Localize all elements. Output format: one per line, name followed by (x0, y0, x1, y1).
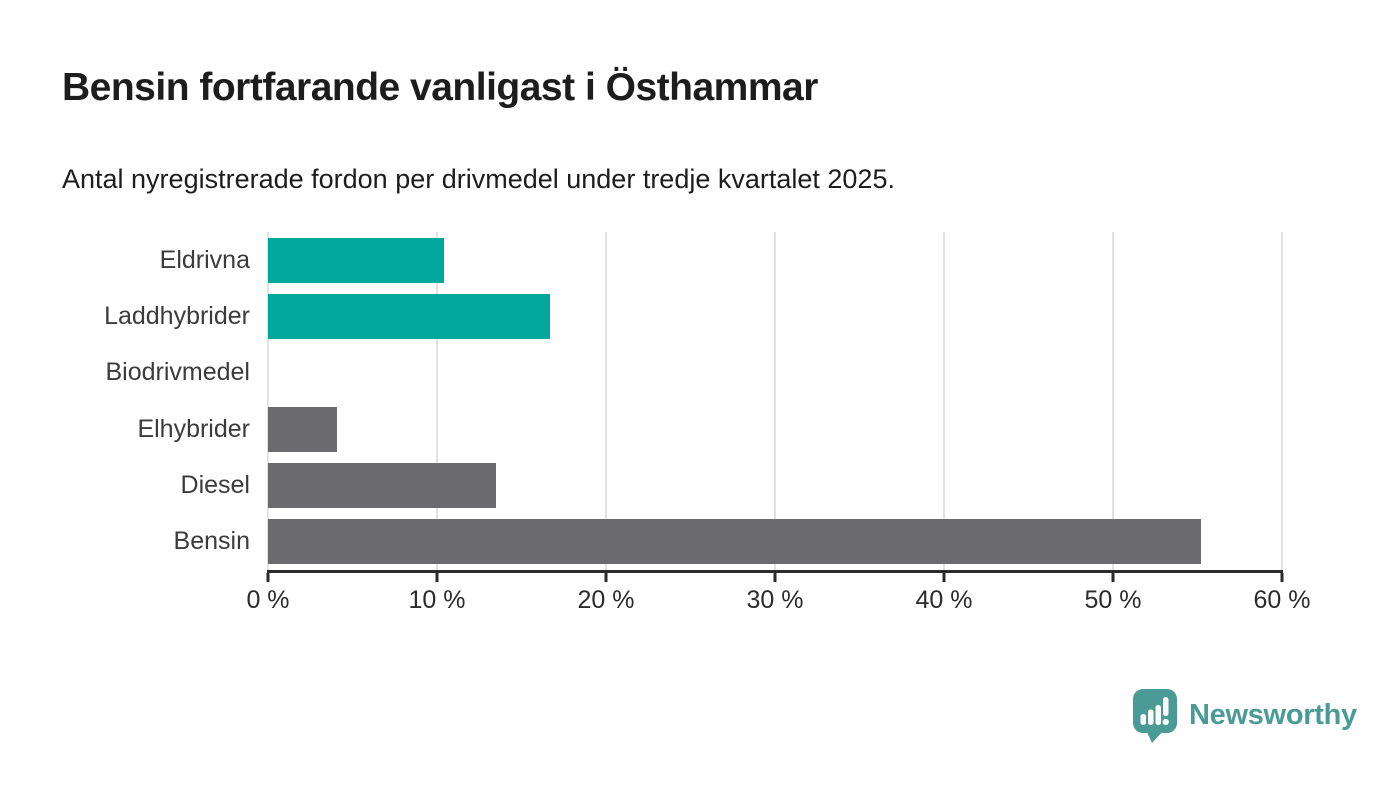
x-axis-tick (1111, 573, 1115, 582)
x-axis-tick (942, 573, 946, 582)
x-gridline (774, 232, 776, 570)
x-gridline (436, 232, 438, 570)
x-axis-tick-label: 60 % (1253, 586, 1311, 614)
x-gridline (943, 232, 945, 570)
bar-diesel (268, 463, 497, 508)
x-axis-tick-label: 0 % (246, 586, 290, 614)
x-axis-tick (604, 573, 608, 582)
chart-title: Bensin fortfarande vanligast i Östhammar (62, 66, 818, 109)
x-gridline (1281, 232, 1283, 570)
bar-elhybrider (268, 406, 338, 452)
y-axis-label-diesel: Diesel (180, 470, 250, 499)
y-axis-label-bensin: Bensin (173, 527, 250, 556)
x-gridline (267, 232, 269, 570)
x-gridline (605, 232, 607, 570)
newsworthy-logo-icon (1133, 689, 1177, 743)
brand-footer: Newsworthy (1132, 688, 1357, 743)
x-axis-tick (266, 573, 270, 582)
x-axis-tick-label: 40 % (915, 586, 973, 614)
x-axis-tick-label: 30 % (746, 586, 804, 614)
y-axis-label-biodrivmedel: Biodrivmedel (105, 358, 250, 387)
plot-area: 0 % 10 % 20 % 30 % 40 % 50 % 60 % (246, 232, 1310, 614)
x-axis-tick-label: 20 % (577, 586, 635, 614)
y-axis-label-elhybrider: Elhybrider (137, 414, 250, 443)
bar-eldrivna (268, 237, 444, 283)
bar-bensin (268, 519, 1201, 565)
x-axis-line (267, 570, 1283, 573)
x-axis-tick-label: 10 % (408, 586, 466, 614)
chart-subtitle: Antal nyregistrerade fordon per drivmede… (62, 164, 895, 194)
y-axis-label-eldrivna: Eldrivna (159, 245, 250, 274)
x-axis-tick (773, 573, 777, 582)
bar-laddhybrider (268, 294, 551, 339)
brand-name: Newsworthy (1189, 699, 1357, 731)
x-gridline (1112, 232, 1114, 570)
y-axis-label-laddhybrider: Laddhybrider (104, 301, 250, 330)
x-axis-tick-label: 50 % (1084, 586, 1142, 614)
y-axis-labels: Eldrivna Laddhybrider Biodrivmedel Elhybrid… (0, 232, 250, 570)
x-axis-tick (1280, 573, 1284, 582)
x-axis-tick (435, 573, 439, 582)
